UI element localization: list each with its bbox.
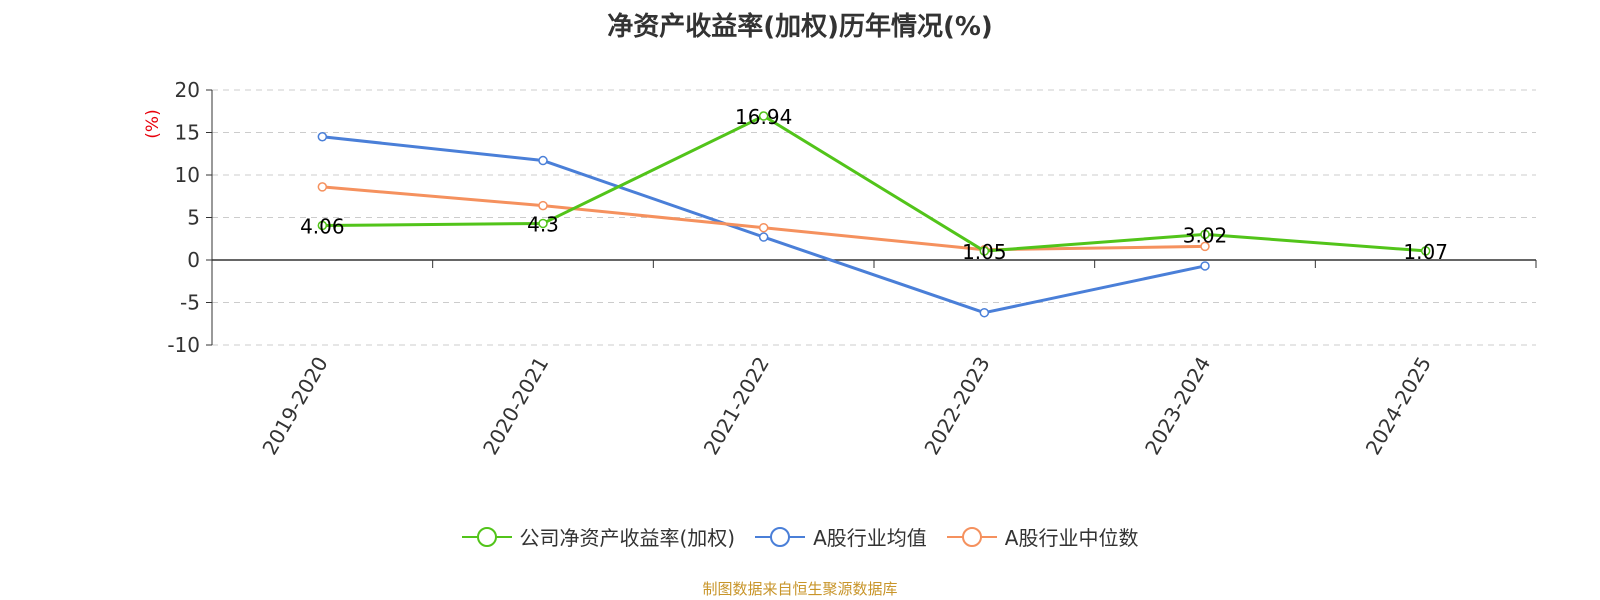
y-tick-label: 20 xyxy=(175,78,200,102)
y-tick-label: -10 xyxy=(167,333,200,357)
legend-label-company: 公司净资产收益率(加权) xyxy=(519,526,736,550)
series-point-0 xyxy=(758,111,769,121)
y-tick-label: 5 xyxy=(187,206,200,230)
series-point-2 xyxy=(758,222,769,233)
legend-item-company[interactable]: 公司净资产收益率(加权) xyxy=(461,522,736,551)
legend-item-industry-mean[interactable]: A股行业均值 xyxy=(755,522,927,551)
data-label: 1.07 xyxy=(1403,240,1448,264)
series-point-2 xyxy=(317,182,328,192)
data-source: 制图数据来自恒生聚源数据库 xyxy=(702,580,898,598)
x-tick-label: 2021-2022 xyxy=(699,353,774,459)
data-label: 4.3 xyxy=(527,212,559,236)
y-tick-label: 10 xyxy=(175,163,200,187)
y-tick-label: 15 xyxy=(175,121,200,145)
series-point-0 xyxy=(1200,229,1210,240)
legend-marker-industry-mean xyxy=(755,526,806,547)
series-point-1 xyxy=(758,232,769,242)
data-label: 16.94 xyxy=(735,105,792,129)
legend: 公司净资产收益率(加权) A股行业均值 A股行业中位数 xyxy=(0,522,1600,551)
x-tick-label: 2022-2023 xyxy=(919,353,994,459)
series-point-2 xyxy=(1200,241,1210,252)
legend-label-industry-median: A股行业中位数 xyxy=(1004,526,1139,550)
chart-title: 净资产收益率(加权)历年情况(%) xyxy=(607,12,993,42)
x-tick-label: 2019-2020 xyxy=(257,353,332,459)
series-point-1 xyxy=(1200,261,1210,271)
series-point-0 xyxy=(979,246,990,256)
x-tick-label: 2023-2024 xyxy=(1140,353,1215,459)
series-point-0 xyxy=(1420,246,1431,256)
series-point-0 xyxy=(317,220,328,231)
series-point-2 xyxy=(538,200,548,211)
legend-marker-industry-median xyxy=(946,526,997,547)
x-tick-label: 2020-2021 xyxy=(478,353,553,459)
series-point-1 xyxy=(317,132,328,142)
series-line-0 xyxy=(322,114,1426,253)
y-tick-label: -5 xyxy=(180,291,200,315)
series-point-0 xyxy=(538,218,548,229)
data-label: 4.06 xyxy=(300,214,345,238)
series-point-1 xyxy=(538,155,548,166)
series-point-1 xyxy=(979,307,990,318)
legend-label-industry-mean: A股行业均值 xyxy=(813,526,927,550)
data-label: 3.02 xyxy=(1183,223,1228,247)
x-tick-label: 2024-2025 xyxy=(1361,353,1436,459)
legend-marker-company xyxy=(461,526,512,547)
data-label: 1.05 xyxy=(962,240,1007,264)
y-axis-label: (%) xyxy=(143,109,163,138)
line-chart: 20 15 10 5 0 -5 -10 (%) 2019-2020 2020-2021 2021-2… xyxy=(143,78,1537,459)
legend-item-industry-median[interactable]: A股行业中位数 xyxy=(946,522,1139,551)
y-tick-label: 0 xyxy=(187,248,200,272)
